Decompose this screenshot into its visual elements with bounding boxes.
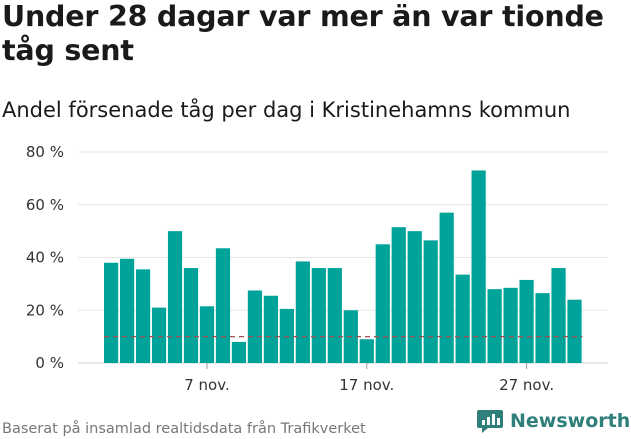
bar [311, 268, 326, 363]
brand-logo: Newsworthy [476, 408, 631, 434]
bar [247, 290, 263, 363]
x-tick-label: 27 nov. [499, 376, 554, 394]
bar [295, 261, 310, 363]
bar [199, 306, 215, 363]
bar [359, 339, 374, 363]
bar [263, 295, 278, 363]
y-tick-label: 40 % [26, 249, 64, 267]
bar [183, 268, 199, 363]
y-axis-tick-labels: 0 % 20 % 40 % 60 % 80 % [26, 143, 64, 372]
bars [104, 170, 582, 364]
bar [151, 307, 167, 363]
bar [375, 244, 390, 363]
y-tick-label: 0 % [35, 354, 64, 372]
x-axis-tick-labels: 7 nov. 17 nov. 27 nov. [184, 363, 554, 394]
chart-subtitle: Andel försenade tåg per dag i Kristineha… [2, 98, 571, 122]
x-tick-label: 17 nov. [339, 376, 394, 394]
bar [231, 341, 247, 363]
bar [439, 212, 454, 363]
bar [407, 231, 422, 364]
bar [104, 262, 119, 363]
bar [135, 269, 151, 363]
bar [519, 279, 534, 363]
y-tick-label: 80 % [26, 143, 64, 161]
bar [567, 299, 582, 363]
bar [327, 268, 342, 363]
source-note: Baserat på insamlad realtidsdata från Tr… [2, 421, 366, 437]
bar [487, 289, 502, 363]
chart-title: Under 28 dagar var mer än var tionde tåg… [2, 0, 604, 67]
bar [503, 287, 518, 363]
bar [167, 231, 183, 364]
newsworthy-logo-icon [477, 410, 503, 433]
bar [279, 308, 294, 363]
bar [455, 274, 470, 363]
bar [423, 240, 438, 363]
bar [551, 268, 566, 363]
y-tick-label: 60 % [26, 196, 64, 214]
bar [471, 170, 486, 363]
bar [215, 248, 231, 363]
bar [535, 293, 550, 363]
y-tick-label: 20 % [26, 301, 64, 319]
brand-name: Newsworthy [510, 410, 631, 432]
x-tick-label: 7 nov. [184, 376, 229, 394]
bar [119, 258, 135, 363]
bar [391, 227, 406, 363]
